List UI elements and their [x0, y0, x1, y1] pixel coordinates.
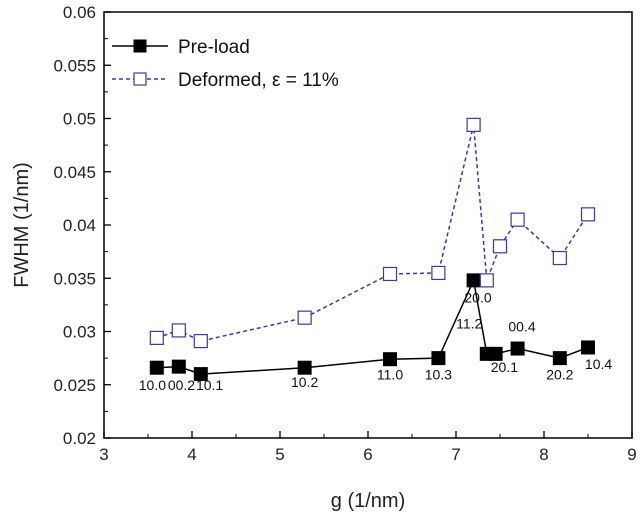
- legend: Pre-load Deformed, ε = 11%: [112, 37, 339, 91]
- x-tick-label: 7: [451, 445, 460, 464]
- data-label: 10.4: [585, 356, 612, 372]
- y-tick-label: 0.04: [63, 216, 96, 235]
- data-point-preload: [383, 352, 397, 367]
- data-point-deformed: [510, 212, 525, 227]
- data-label: 10.1: [196, 377, 223, 393]
- data-point-deformed: [193, 333, 208, 349]
- data-label: 20.1: [491, 359, 518, 375]
- data-point-deformed: [479, 273, 494, 288]
- data-point-deformed: [149, 330, 164, 345]
- data-label: 10.3: [425, 366, 452, 382]
- legend-label-preload: Pre-load: [178, 37, 250, 58]
- data-label: 11.0: [377, 366, 403, 382]
- series-line-deformed: [156, 124, 589, 342]
- data-point-preload: [193, 367, 208, 382]
- data-point-preload: [510, 341, 525, 356]
- data-label: 10.0: [139, 377, 166, 393]
- data-point-deformed: [466, 117, 481, 132]
- data-point-deformed: [552, 250, 567, 266]
- data-point-deformed: [492, 239, 508, 254]
- y-tick-label: 0.03: [63, 323, 96, 342]
- data-label: 20.2: [546, 366, 573, 382]
- data-point-preload: [171, 359, 186, 374]
- data-point-preload: [297, 360, 312, 375]
- legend-label-deformed: Deformed, ε = 11%: [178, 70, 339, 91]
- data-point-preload: [466, 273, 481, 288]
- y-tick-label: 0.045: [53, 163, 96, 182]
- y-tick-label: 0.035: [53, 269, 96, 288]
- y-tick-label: 0.025: [53, 376, 96, 395]
- legend-marker-preload: [133, 39, 147, 53]
- y-tick-label: 0.06: [63, 3, 96, 22]
- data-label: 00.4: [508, 319, 535, 335]
- y-tick-label: 0.05: [63, 110, 96, 129]
- data-point-deformed: [297, 310, 312, 325]
- x-tick-label: 5: [275, 445, 284, 464]
- data-point-preload: [149, 360, 164, 375]
- data-label: 20.0: [464, 290, 491, 306]
- data-label: 00.2: [168, 377, 195, 393]
- x-tick-label: 4: [187, 445, 196, 464]
- x-tick-label: 9: [627, 445, 636, 464]
- data-point-deformed: [431, 265, 446, 281]
- data-label: 10.2: [291, 374, 318, 390]
- legend-marker-deformed: [133, 72, 147, 86]
- x-tick-label: 8: [539, 445, 548, 464]
- data-point-preload: [431, 351, 446, 366]
- data-point-preload: [581, 340, 595, 355]
- data-point-deformed: [382, 266, 398, 282]
- data-point-preload: [552, 351, 567, 366]
- x-tick-label: 3: [99, 445, 108, 464]
- data-point-preload: [488, 346, 503, 361]
- x-tick-label: 6: [363, 445, 372, 464]
- y-tick-label: 0.055: [53, 56, 96, 75]
- data-point-deformed: [580, 207, 596, 222]
- data-label: 11.2: [456, 315, 482, 331]
- data-point-deformed: [171, 323, 186, 338]
- y-axis-title: FWHM (1/nm): [11, 162, 33, 288]
- x-axis-title: g (1/nm): [331, 490, 405, 512]
- y-tick-label: 0.02: [63, 429, 96, 448]
